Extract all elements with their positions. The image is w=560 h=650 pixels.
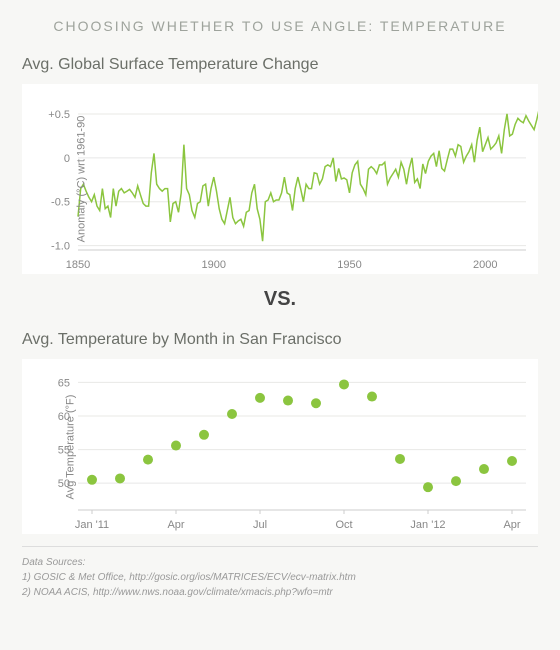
svg-text:0: 0 [64, 153, 70, 165]
svg-text:+0.5: +0.5 [48, 109, 70, 121]
sources-line1: 1) GOSIC & Met Office, http://gosic.org/… [22, 570, 538, 585]
svg-text:Jan '11: Jan '11 [75, 519, 109, 531]
svg-text:Oct: Oct [335, 519, 352, 531]
svg-text:-0.5: -0.5 [51, 197, 70, 209]
chart2: Avg Temperature (°F) 50556065Jan '11AprJ… [22, 359, 538, 534]
svg-text:Apr: Apr [167, 519, 184, 531]
svg-text:Jul: Jul [253, 519, 267, 531]
sources-title: Data Sources: [22, 555, 538, 570]
data-sources: Data Sources: 1) GOSIC & Met Office, htt… [22, 546, 538, 600]
svg-text:1900: 1900 [202, 259, 226, 271]
sources-line2: 2) NOAA ACIS, http://www.nws.noaa.gov/cl… [22, 585, 538, 600]
svg-text:-1.0: -1.0 [51, 241, 70, 253]
page-title: CHOOSING WHETHER TO USE ANGLE: TEMPERATU… [22, 18, 538, 34]
svg-text:2000: 2000 [473, 259, 497, 271]
svg-text:Jan '12: Jan '12 [410, 519, 445, 531]
chart2-title: Avg. Temperature by Month in San Francis… [22, 331, 538, 349]
vs-label: VS. [22, 288, 538, 311]
svg-text:1850: 1850 [66, 259, 90, 271]
chart1: Anomaly (°C) wrt 1961-90 -1.0 -0.5 0 +0.5 18… [22, 84, 538, 274]
svg-text:1950: 1950 [337, 259, 361, 271]
chart1-title: Avg. Global Surface Temperature Change [22, 56, 538, 74]
chart2-ylabel: Avg Temperature (°F) [64, 394, 76, 499]
svg-text:65: 65 [58, 377, 70, 389]
chart1-ylabel: Anomaly (°C) wrt 1961-90 [75, 116, 87, 243]
svg-text:Apr: Apr [503, 519, 520, 531]
